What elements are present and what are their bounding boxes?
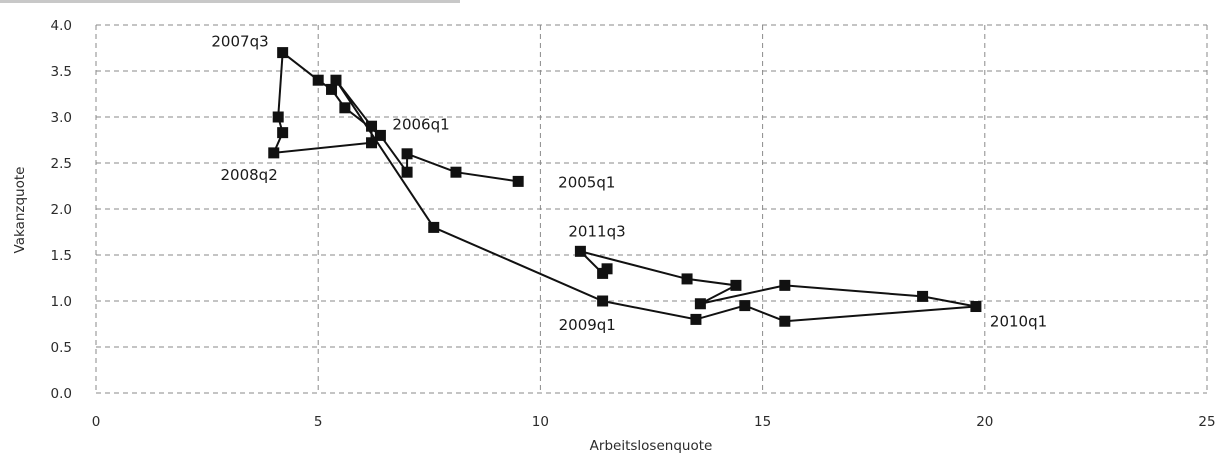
data-point-marker bbox=[277, 127, 289, 139]
data-point-marker bbox=[450, 166, 462, 178]
y-tick-label: 4.0 bbox=[51, 18, 72, 34]
x-tick-label: 25 bbox=[1198, 414, 1215, 430]
data-point-marker bbox=[330, 74, 342, 86]
x-axis-title: Arbeitslosenquote bbox=[590, 438, 713, 454]
point-annotation-label: 2006q1 bbox=[392, 115, 449, 133]
point-annotation-label: 2007q3 bbox=[211, 33, 268, 51]
data-point-marker bbox=[272, 111, 284, 123]
data-point-marker bbox=[597, 295, 609, 307]
data-point-marker bbox=[512, 175, 524, 187]
y-tick-label: 3.5 bbox=[51, 64, 72, 80]
data-point-marker bbox=[401, 148, 413, 160]
data-point-marker bbox=[779, 279, 791, 291]
data-point-marker bbox=[574, 245, 586, 257]
data-point-marker bbox=[339, 102, 351, 114]
data-point-marker bbox=[277, 47, 289, 59]
x-tick-label: 10 bbox=[532, 414, 549, 430]
data-point-marker bbox=[312, 74, 324, 86]
point-annotation-label: 2011q3 bbox=[568, 222, 625, 240]
x-tick-label: 0 bbox=[92, 414, 101, 430]
point-annotation-label: 2009q1 bbox=[559, 316, 616, 334]
data-point-marker bbox=[601, 263, 613, 275]
y-tick-label: 1.0 bbox=[51, 294, 72, 310]
y-tick-label: 3.0 bbox=[51, 110, 72, 126]
data-point-marker bbox=[970, 301, 982, 313]
data-point-marker bbox=[366, 120, 378, 132]
data-point-marker bbox=[730, 279, 742, 291]
point-annotations: 2005q1 2006q1 2007q3 2008q2 2009q1 2010q1 2011… bbox=[211, 33, 1047, 334]
y-tick-label: 0.0 bbox=[51, 386, 72, 402]
data-point-marker bbox=[374, 129, 386, 141]
data-point-marker bbox=[428, 221, 440, 233]
data-point-marker bbox=[366, 137, 378, 149]
grid-lines bbox=[95, 24, 1208, 394]
data-point-marker bbox=[779, 315, 791, 327]
data-point-marker bbox=[917, 290, 929, 302]
x-tick-label: 5 bbox=[314, 414, 323, 430]
series-line bbox=[272, 50, 977, 323]
data-point-marker bbox=[401, 166, 413, 178]
point-annotation-label: 2010q1 bbox=[990, 313, 1047, 331]
x-axis-ticks: 0 5 10 15 20 25 bbox=[92, 414, 1216, 430]
data-point-marker bbox=[681, 273, 693, 285]
data-point-marker bbox=[694, 298, 706, 310]
point-annotation-label: 2008q2 bbox=[221, 166, 278, 184]
point-annotation-label: 2005q1 bbox=[558, 173, 615, 191]
header-divider bbox=[0, 0, 460, 3]
data-point-marker bbox=[739, 300, 751, 312]
y-tick-label: 2.0 bbox=[51, 202, 72, 218]
y-tick-label: 0.5 bbox=[51, 340, 72, 356]
y-axis-title: Vakanzquote bbox=[12, 167, 28, 254]
y-axis-ticks: 0.0 0.5 1.0 1.5 2.0 2.5 3.0 3.5 4.0 bbox=[51, 18, 72, 402]
x-tick-label: 20 bbox=[976, 414, 993, 430]
series-path bbox=[272, 50, 977, 323]
x-tick-label: 15 bbox=[754, 414, 771, 430]
y-tick-label: 1.5 bbox=[51, 248, 72, 264]
y-tick-label: 2.5 bbox=[51, 156, 72, 172]
data-point-marker bbox=[326, 83, 338, 95]
data-point-marker bbox=[690, 313, 702, 325]
data-point-marker bbox=[268, 147, 280, 159]
data-markers bbox=[268, 47, 982, 327]
